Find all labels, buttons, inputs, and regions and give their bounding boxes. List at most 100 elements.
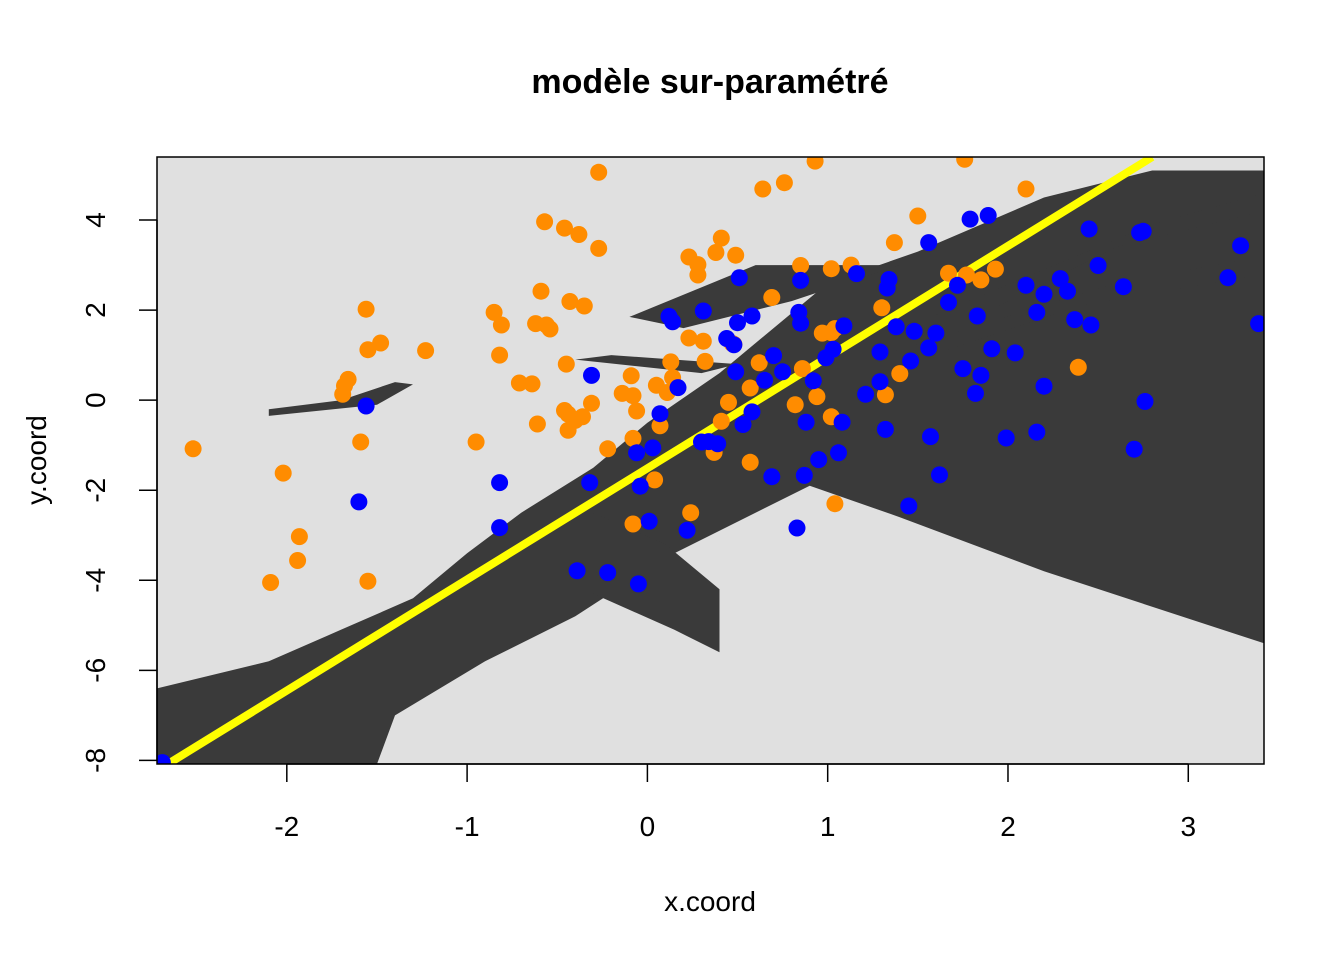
x-tick-label: 3 [1180, 811, 1196, 842]
point-series-1 [833, 413, 851, 431]
dark-region-2 [268, 382, 413, 416]
point-series-1 [1232, 237, 1250, 255]
point-series-0 [556, 402, 573, 419]
point-series-0 [352, 433, 370, 451]
point-series-1 [795, 466, 813, 484]
point-series-0 [359, 572, 377, 590]
y-tick-label: -4 [80, 568, 111, 593]
point-series-0 [536, 213, 554, 231]
point-series-0 [694, 332, 712, 350]
point-series-1 [940, 293, 957, 311]
point-series-1 [491, 519, 509, 537]
point-series-1 [922, 428, 939, 446]
point-series-1 [631, 477, 649, 495]
point-series-0 [793, 360, 811, 378]
point-series-0 [599, 440, 617, 458]
point-series-0 [741, 453, 759, 471]
y-tick-label: 2 [80, 302, 111, 318]
point-series-0 [808, 388, 826, 406]
point-series-1 [743, 307, 761, 325]
point-series-0 [826, 495, 844, 513]
point-series-0 [590, 239, 608, 257]
dark-region-6 [881, 256, 1264, 360]
point-series-1 [491, 474, 509, 492]
point-series-0 [561, 293, 579, 310]
point-series-0 [909, 207, 927, 225]
point-series-1 [756, 371, 774, 389]
point-series-1 [583, 366, 600, 384]
point-series-1 [640, 512, 658, 530]
decision-boundary-line [165, 157, 1155, 764]
point-series-0 [775, 174, 793, 192]
point-series-0 [575, 297, 593, 315]
point-series-1 [979, 207, 997, 224]
point-series-0 [290, 528, 308, 546]
point-series-1 [797, 413, 815, 431]
point-series-1 [848, 265, 865, 283]
x-axis-label: x.coord [664, 886, 756, 917]
point-series-1 [1089, 257, 1107, 274]
point-series-1 [581, 474, 599, 492]
dark-region-3 [575, 355, 738, 374]
point-series-0 [651, 417, 669, 435]
point-series-1 [788, 519, 806, 537]
y-axis-label: y.coord [21, 415, 52, 505]
point-series-1 [1134, 222, 1152, 240]
point-series-0 [334, 385, 352, 403]
point-series-0 [467, 433, 485, 451]
point-series-1 [857, 385, 875, 403]
point-series-1 [880, 271, 898, 288]
point-series-0 [662, 353, 680, 371]
y-tick-label: -8 [80, 748, 111, 773]
point-series-1 [664, 313, 682, 331]
point-series-1 [568, 562, 586, 580]
point-series-0 [680, 329, 698, 347]
point-series-1 [949, 276, 966, 294]
point-series-1 [1059, 282, 1076, 300]
point-series-1 [902, 352, 920, 370]
point-series-1 [1125, 440, 1143, 458]
point-series-0 [696, 352, 714, 370]
point-series-0 [622, 367, 640, 385]
point-series-0 [523, 375, 541, 393]
point-series-1 [1219, 269, 1237, 287]
point-series-0 [289, 552, 307, 569]
point-series-1 [920, 339, 938, 357]
point-series-0 [528, 415, 546, 433]
point-series-1 [678, 521, 696, 539]
point-series-1 [887, 318, 905, 336]
point-series-1 [920, 234, 938, 252]
point-series-1 [954, 360, 972, 378]
point-series-1 [644, 439, 662, 457]
point-series-1 [599, 564, 617, 582]
point-series-1 [792, 271, 810, 289]
point-series-0 [624, 515, 642, 533]
point-series-0 [372, 334, 390, 352]
point-series-1 [743, 403, 761, 421]
point-series-1 [1250, 315, 1264, 333]
point-series-0 [532, 282, 550, 300]
y-tick-label: -6 [80, 658, 111, 683]
point-series-0 [624, 429, 642, 447]
point-series-1 [810, 451, 828, 469]
point-series-0 [646, 471, 664, 489]
dark-region-1 [593, 512, 720, 653]
point-series-1 [669, 379, 687, 397]
point-series-0 [712, 412, 730, 430]
point-series-0 [754, 180, 772, 198]
point-series-0 [792, 257, 810, 274]
point-series-1 [983, 340, 1001, 358]
point-series-0 [556, 219, 573, 237]
point-series-0 [956, 157, 974, 168]
point-series-0 [786, 396, 804, 414]
point-series-1 [730, 269, 748, 287]
point-series-1 [694, 302, 712, 320]
point-series-0 [822, 260, 840, 278]
point-series-0 [972, 271, 990, 289]
point-series-1 [1082, 316, 1100, 334]
point-series-1 [734, 416, 752, 433]
chart-title: modèle sur-paramétré [531, 63, 888, 101]
point-series-1 [876, 420, 894, 438]
y-axis: -8 -6 -4 -2 0 2 4 [80, 212, 158, 773]
